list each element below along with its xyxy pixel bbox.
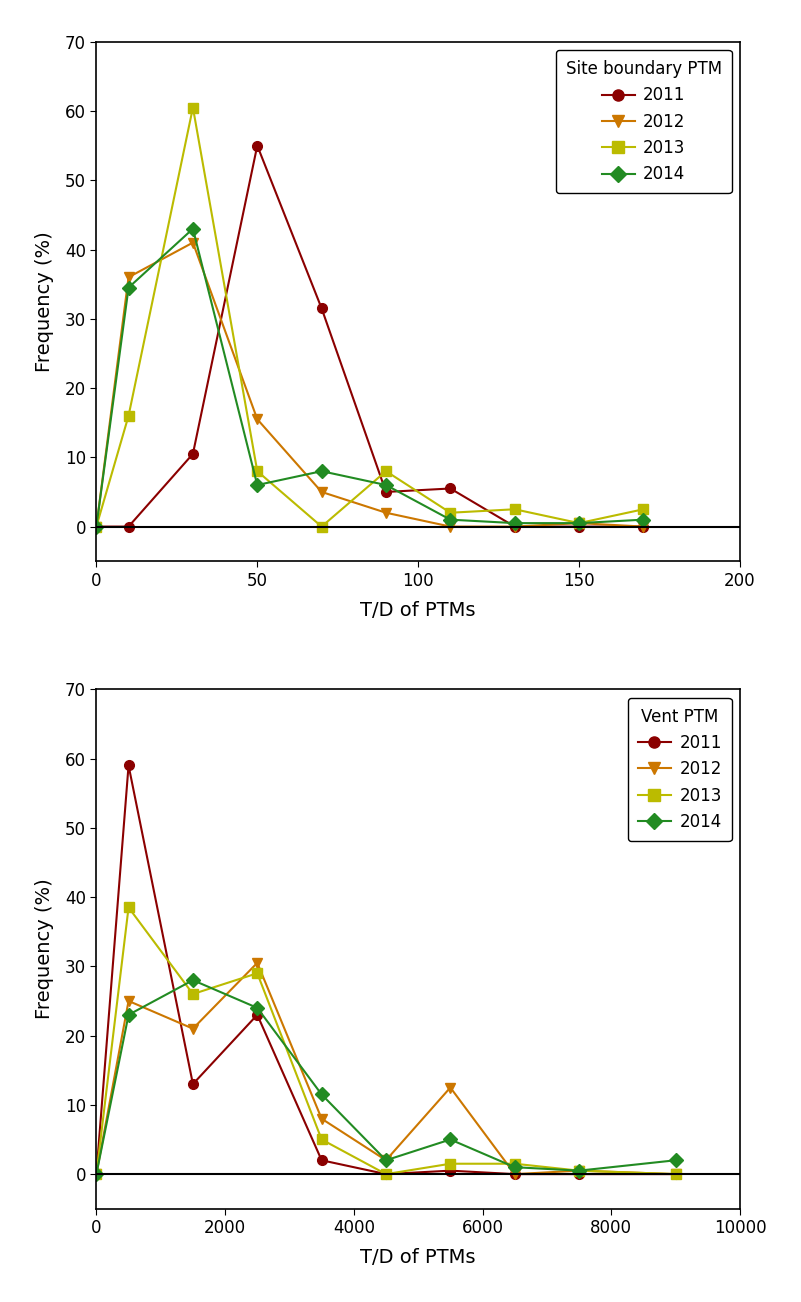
- X-axis label: T/D of PTMs: T/D of PTMs: [360, 600, 476, 620]
- Legend: 2011, 2012, 2013, 2014: 2011, 2012, 2013, 2014: [556, 49, 731, 194]
- Y-axis label: Frequency (%): Frequency (%): [34, 879, 54, 1019]
- X-axis label: T/D of PTMs: T/D of PTMs: [360, 1249, 476, 1267]
- Y-axis label: Frequency (%): Frequency (%): [34, 230, 54, 372]
- Legend: 2011, 2012, 2013, 2014: 2011, 2012, 2013, 2014: [628, 698, 731, 841]
